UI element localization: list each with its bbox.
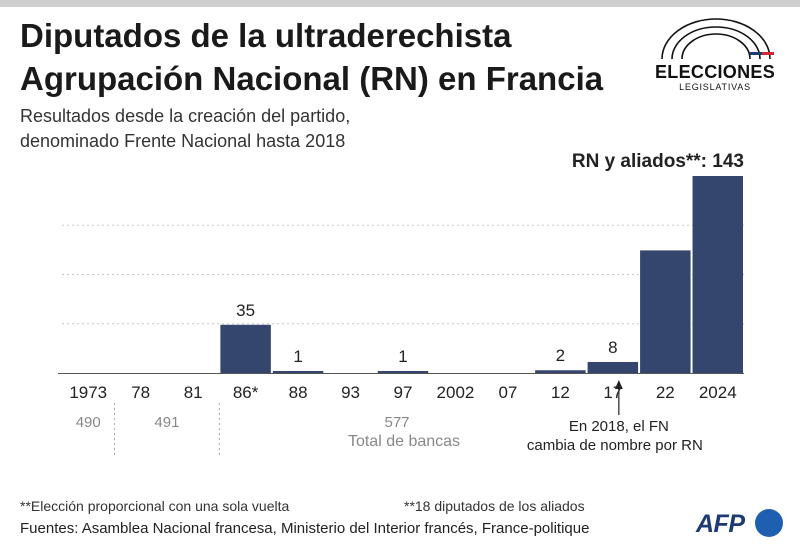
- tick-label-88: 88: [289, 383, 308, 402]
- tick-label-86*: 86*: [233, 383, 259, 402]
- title-line-2: Agrupación Nacional (RN) en Francia: [20, 60, 604, 97]
- tick-label-78: 78: [131, 383, 150, 402]
- bar-86*: [220, 324, 271, 373]
- subtitle-line-1: Resultados desde la creación del partido…: [20, 106, 351, 126]
- data-label-97: 1: [398, 347, 407, 366]
- afp-wordmark: AFP: [696, 510, 745, 538]
- tick-label-2024: 2024: [699, 383, 737, 402]
- tick-label-12: 12: [551, 383, 570, 402]
- tick-label-97: 97: [394, 383, 413, 402]
- annotation-line-2: cambia de nombre por RN: [527, 437, 703, 454]
- title-line-1: Diputados de la ultraderechista: [20, 17, 512, 54]
- bar-97: [377, 371, 429, 373]
- data-label-17: 8: [608, 338, 617, 357]
- total-seats-label: Total de bancas: [348, 433, 460, 450]
- bar-88: [272, 371, 324, 373]
- flag-blue-stripe: [750, 52, 762, 55]
- bar-17: [587, 361, 639, 373]
- bar-12: [535, 370, 586, 373]
- tick-label-22: 22: [656, 383, 675, 402]
- tick-label-2002: 2002: [437, 383, 475, 402]
- parliament-arcs-icon: [661, 18, 774, 60]
- total-seats-490: 490: [76, 414, 101, 431]
- total-seats-491: 491: [154, 414, 179, 431]
- data-label-2024: RN y aliados**: 143: [572, 151, 744, 172]
- elecciones-logo: ELECCIONES LEGISLATIVAS: [648, 14, 788, 94]
- subtitle: Resultados desde la creación del partido…: [20, 104, 350, 154]
- data-label-88: 1: [293, 347, 302, 366]
- subtitle-line-2: denominado Frente Nacional hasta 2018: [20, 131, 346, 151]
- tick-label-1973: 1973: [69, 383, 107, 402]
- sources-footer: Fuentes: Asamblea Nacional francesa, Min…: [20, 520, 590, 537]
- total-seats-577: 577: [384, 414, 409, 431]
- page-title: Diputados de la ultraderechista Agrupaci…: [20, 14, 660, 100]
- data-label-12: 2: [556, 346, 565, 365]
- logo-subword: LEGISLATIVAS: [679, 82, 751, 92]
- annotation-line-1: En 2018, el FN: [569, 418, 669, 435]
- data-label-86*: 35: [236, 301, 255, 320]
- annotation-arrow-head: [614, 380, 623, 389]
- bar-2024: [692, 176, 743, 373]
- tick-label-93: 93: [341, 383, 360, 402]
- afp-dot-icon: [755, 509, 783, 537]
- footnote-proportional: **Elección proporcional con una sola vue…: [20, 498, 290, 514]
- flag-red-stripe: [762, 52, 774, 55]
- logo-word: ELECCIONES: [654, 62, 776, 82]
- tick-label-81: 81: [184, 383, 203, 402]
- top-bar: [0, 0, 800, 7]
- bar-22: [640, 250, 691, 373]
- tick-label-07: 07: [498, 383, 517, 402]
- footnote-allies: **18 diputados de los aliados: [404, 498, 585, 514]
